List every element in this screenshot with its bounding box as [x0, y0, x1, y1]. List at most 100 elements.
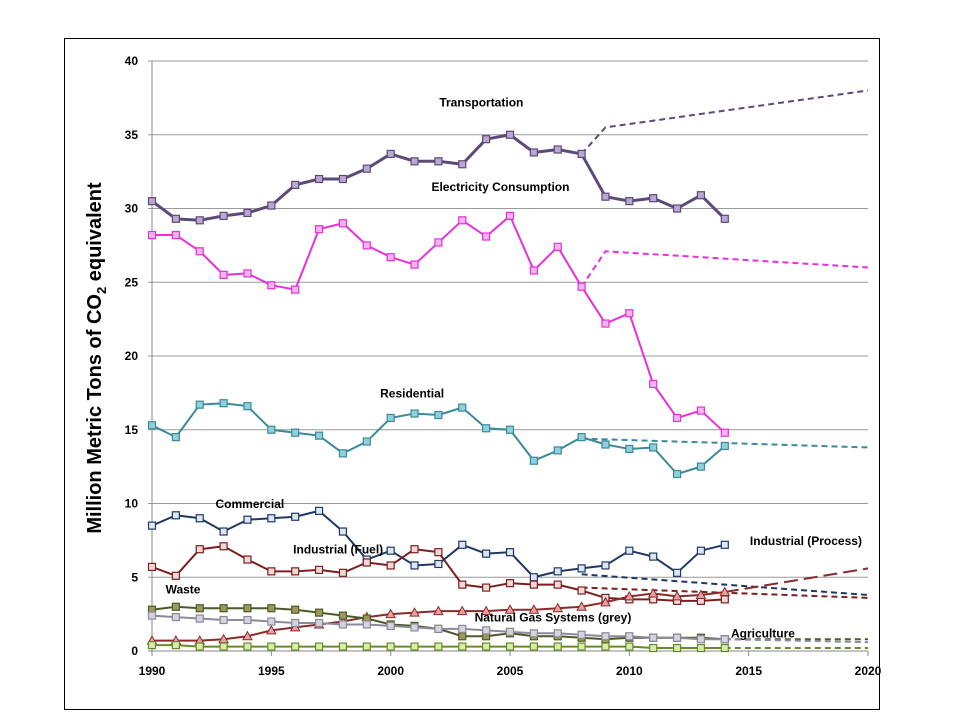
- x-tick-label-1995: 1995: [258, 664, 285, 678]
- data-point-1-1999: [362, 241, 371, 250]
- data-point-4-2004: [482, 583, 491, 592]
- data-point-0-2009: [601, 192, 610, 201]
- data-point-8-1998: [338, 642, 348, 651]
- data-point-1-2012: [672, 413, 682, 423]
- annotation-waste: Waste: [166, 582, 201, 596]
- series-5: [146, 586, 731, 645]
- annotation-commercial: Commercial: [216, 497, 285, 511]
- data-point-7-1991: [171, 612, 180, 622]
- data-point-8-1994: [243, 642, 252, 651]
- data-point-2-1992: [195, 400, 204, 409]
- data-point-8-2013: [696, 643, 706, 653]
- data-point-4-2005: [505, 579, 515, 588]
- chart-frame: [64, 38, 880, 710]
- series-line-0: [151, 133, 726, 222]
- data-point-3-2002: [434, 559, 443, 569]
- data-point-1-2006: [529, 266, 538, 275]
- data-point-3-2001: [410, 561, 419, 570]
- data-point-7-1999: [362, 620, 371, 629]
- data-point-4-1993: [219, 542, 228, 551]
- y-tick-label-30: 30: [125, 202, 139, 216]
- data-point-0-1996: [291, 180, 300, 189]
- data-point-8-2004: [482, 642, 491, 651]
- data-point-4-2007: [553, 580, 562, 589]
- y-tick-label-10: 10: [125, 497, 139, 511]
- data-point-1-2010: [625, 309, 634, 318]
- data-point-8-1996: [291, 642, 300, 651]
- data-point-0-1994: [243, 208, 252, 218]
- data-point-2-2012: [672, 469, 682, 479]
- data-point-3-1990: [147, 521, 157, 530]
- annotation-electricity: Electricity Consumption: [431, 180, 569, 194]
- series-7: [147, 611, 729, 644]
- y-tick-label-25: 25: [125, 275, 139, 289]
- data-point-1-1990: [147, 230, 157, 240]
- data-point-3-1996: [291, 512, 300, 521]
- data-point-8-2003: [458, 642, 467, 651]
- gridlines: [148, 60, 869, 656]
- projection-line-0: [580, 89, 869, 155]
- data-point-0-1992: [195, 216, 204, 225]
- data-point-1-1994: [243, 269, 252, 278]
- data-point-8-1997: [314, 642, 324, 651]
- data-point-8-2011: [649, 643, 658, 653]
- annotation-natural-gas: Natural Gas Systems (grey): [475, 611, 632, 625]
- data-point-4-1998: [338, 568, 348, 577]
- data-point-3-2008: [577, 564, 586, 573]
- data-point-2-2014: [720, 441, 729, 451]
- data-point-5-2007: [552, 602, 564, 613]
- data-point-4-2008: [577, 586, 586, 595]
- data-point-6-2003: [458, 632, 467, 641]
- data-point-4-1997: [314, 565, 324, 574]
- data-point-2-2009: [601, 440, 610, 449]
- data-point-8-2005: [505, 642, 515, 651]
- data-point-4-2002: [434, 548, 443, 557]
- data-point-1-1991: [171, 230, 180, 240]
- data-point-0-1990: [147, 197, 157, 206]
- series-0: [147, 130, 729, 225]
- data-point-6-1995: [267, 604, 276, 613]
- data-point-8-2007: [553, 642, 562, 651]
- series-2: [147, 399, 729, 479]
- data-point-0-2000: [386, 149, 395, 159]
- data-point-7-2008: [577, 630, 586, 639]
- data-point-8-2000: [386, 642, 395, 651]
- x-tick-label-2005: 2005: [497, 664, 524, 678]
- data-point-3-2011: [649, 552, 658, 561]
- series-4: [147, 542, 729, 605]
- data-point-2-2003: [458, 403, 467, 412]
- data-point-3-2010: [625, 546, 634, 555]
- data-point-7-2010: [625, 632, 634, 641]
- data-point-0-2014: [720, 214, 729, 223]
- data-point-3-1998: [338, 527, 348, 536]
- data-point-2-1996: [291, 428, 300, 437]
- data-point-0-2004: [482, 135, 491, 144]
- x-tick-label-1990: 1990: [139, 664, 166, 678]
- data-point-4-1995: [267, 567, 276, 576]
- annotation-agriculture: Agriculture: [731, 627, 795, 641]
- annotation-industrial-fuel: Industrial (Fuel): [293, 543, 383, 557]
- data-point-4-2014: [720, 595, 729, 604]
- data-point-2-1999: [362, 437, 371, 446]
- data-point-7-2000: [386, 621, 395, 631]
- data-point-5-2012: [671, 590, 683, 601]
- data-point-3-1993: [219, 527, 228, 536]
- x-tick-labels: 1990 1995 2000 2005 2010 2015 2020: [139, 664, 882, 678]
- data-point-0-2002: [434, 157, 443, 166]
- data-point-3-2006: [529, 573, 538, 582]
- data-point-5-2001: [409, 607, 420, 617]
- data-point-6-1998: [338, 611, 348, 620]
- data-point-7-2009: [601, 632, 610, 641]
- data-point-3-2013: [696, 546, 706, 555]
- data-point-3-1991: [171, 511, 180, 520]
- data-point-0-1999: [362, 164, 371, 173]
- data-point-7-2002: [434, 624, 443, 633]
- data-point-8-2009: [601, 642, 610, 651]
- data-point-0-2012: [672, 204, 682, 213]
- data-point-8-2008: [577, 642, 586, 651]
- data-point-7-1992: [195, 614, 204, 623]
- projection-lines: [580, 89, 869, 650]
- data-point-7-1993: [219, 615, 228, 625]
- data-point-1-2005: [505, 211, 515, 220]
